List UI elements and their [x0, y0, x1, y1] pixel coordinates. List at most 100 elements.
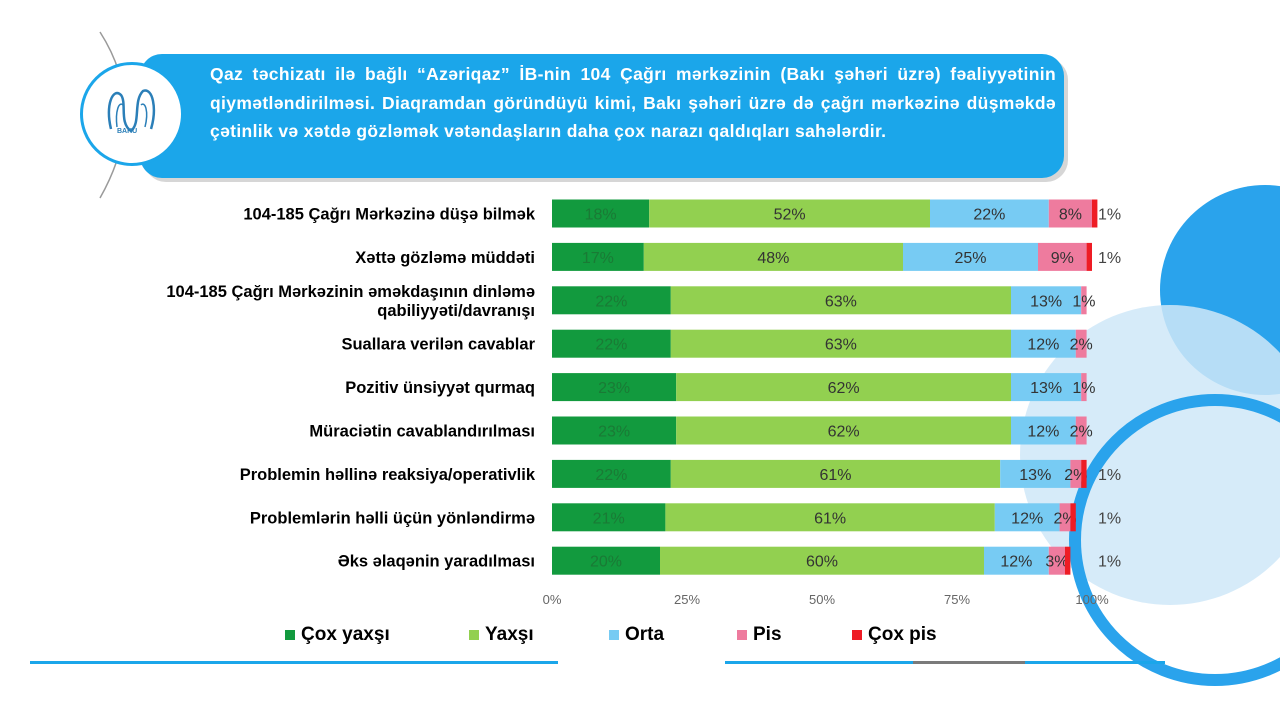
legend-swatch [469, 630, 479, 640]
bar-segment-pis [1038, 242, 1087, 271]
bar-segment-orta [984, 546, 1049, 575]
legend-item-yaxşı: Yaxşı [469, 624, 534, 646]
x-tick-label: 100% [1075, 592, 1109, 607]
bar-segment-pis [1048, 199, 1092, 228]
bar-segment-çox-yaxşı [552, 503, 666, 532]
bar-segment-yaxşı [649, 199, 930, 228]
footer-line-mid [725, 661, 913, 664]
bar-segment-çox-yaxşı [552, 546, 660, 575]
data-label: 22% [595, 337, 627, 354]
data-label: 2% [1070, 337, 1093, 354]
bar-segment-yaxşı [670, 329, 1011, 358]
data-label: 12% [1027, 337, 1059, 354]
data-label: 1% [1098, 250, 1121, 267]
x-tick-label: 75% [944, 592, 970, 607]
footer-line-left [30, 661, 558, 664]
data-label: 8% [1059, 207, 1082, 224]
legend-label: Çox yaxşı [301, 624, 390, 645]
category-label: Müraciətin cavablandırılması [309, 423, 535, 441]
legend-label: Orta [625, 624, 665, 645]
data-label: 62% [828, 380, 860, 397]
bar-segment-yaxşı [643, 242, 903, 271]
data-label: 1% [1098, 510, 1121, 527]
bar-segment-çox-yaxşı [552, 459, 671, 488]
data-label: 63% [825, 337, 857, 354]
category-label: Pozitiv ünsiyyət qurmaq [345, 379, 535, 397]
data-label: 61% [819, 467, 851, 484]
data-label: 13% [1030, 293, 1062, 310]
data-label: 1% [1072, 293, 1095, 310]
legend-swatch [609, 630, 619, 640]
bar-segment-pis [1075, 416, 1087, 445]
bar-segment-çox-yaxşı [552, 373, 677, 402]
bar-segment-orta [994, 503, 1060, 532]
category-label: 104-185 Çağrı Mərkəzinə düşə bilmək [243, 206, 535, 224]
baku-logo [80, 62, 184, 166]
bar-segment-pis [1075, 329, 1087, 358]
data-label: 22% [595, 467, 627, 484]
bar-segment-çox-pis [1070, 503, 1076, 532]
legend-swatch [737, 630, 747, 640]
data-label: 23% [598, 380, 630, 397]
data-label: 13% [1019, 467, 1051, 484]
legend-item-orta: Orta [609, 624, 664, 646]
legend-item-çox-yaxşı: Çox yaxşı [285, 624, 390, 646]
bar-segment-çox-pis [1065, 546, 1071, 575]
bar-segment-yaxşı [660, 546, 984, 575]
bar-segment-orta [1011, 416, 1076, 445]
bar-segment-orta [1011, 286, 1082, 315]
bar-segment-pis [1081, 286, 1087, 315]
bar-segment-orta [1000, 459, 1071, 488]
bar-segment-pis [1059, 503, 1071, 532]
bar-segment-orta [1011, 329, 1076, 358]
bar-segment-çox-yaxşı [552, 286, 671, 315]
data-label: 12% [1011, 510, 1043, 527]
data-label: 21% [593, 510, 625, 527]
bar-segment-çox-yaxşı [552, 199, 650, 228]
data-label: 12% [1027, 424, 1059, 441]
bar-segment-yaxşı [670, 459, 1001, 488]
bar-segment-çox-pis [1086, 242, 1092, 271]
bar-segment-çox-yaxşı [552, 242, 644, 271]
x-tick-label: 0% [543, 592, 562, 607]
data-label: 25% [954, 250, 986, 267]
category-label: qabiliyyəti/davranışı [377, 302, 535, 320]
bar-segment-pis [1048, 546, 1065, 575]
data-label: 17% [582, 250, 614, 267]
data-label: 13% [1030, 380, 1062, 397]
data-label: 3% [1045, 554, 1068, 571]
category-label: Problemin həllinə reaksiya/operativlik [240, 466, 536, 484]
category-label: Suallara verilən cavablar [341, 336, 535, 354]
data-label: 1% [1098, 467, 1121, 484]
bar-segment-yaxşı [676, 373, 1011, 402]
footer-line-dark [913, 661, 1025, 664]
bar-segment-yaxşı [665, 503, 995, 532]
data-label: 63% [825, 293, 857, 310]
bar-segment-çox-yaxşı [552, 416, 677, 445]
data-label: 60% [806, 554, 838, 571]
bar-segment-pis [1081, 373, 1087, 402]
data-label: 9% [1051, 250, 1074, 267]
data-label: 1% [1098, 554, 1121, 571]
x-tick-label: 25% [674, 592, 700, 607]
logo-label: BAKU [117, 128, 138, 135]
data-label: 22% [973, 207, 1005, 224]
data-label: 23% [598, 424, 630, 441]
data-label: 52% [774, 207, 806, 224]
legend-label: Pis [753, 624, 782, 645]
x-tick-label: 50% [809, 592, 835, 607]
data-label: 61% [814, 510, 846, 527]
data-label: 20% [590, 554, 622, 571]
header-banner [140, 54, 1064, 178]
header-description: Qaz təchizatı ilə bağlı “Azəriqaz” İB-ni… [210, 64, 1056, 141]
data-label: 1% [1072, 380, 1095, 397]
category-label: Əks əlaqənin yaradılması [338, 553, 535, 571]
bar-segment-orta [930, 199, 1049, 228]
category-label: 104-185 Çağrı Mərkəzinin əməkdaşının din… [166, 283, 535, 301]
footer-line-right [1025, 661, 1165, 664]
bar-segment-yaxşı [676, 416, 1011, 445]
legend-swatch [285, 630, 295, 640]
bar-segment-çox-pis [1092, 199, 1098, 228]
data-label: 2% [1070, 424, 1093, 441]
